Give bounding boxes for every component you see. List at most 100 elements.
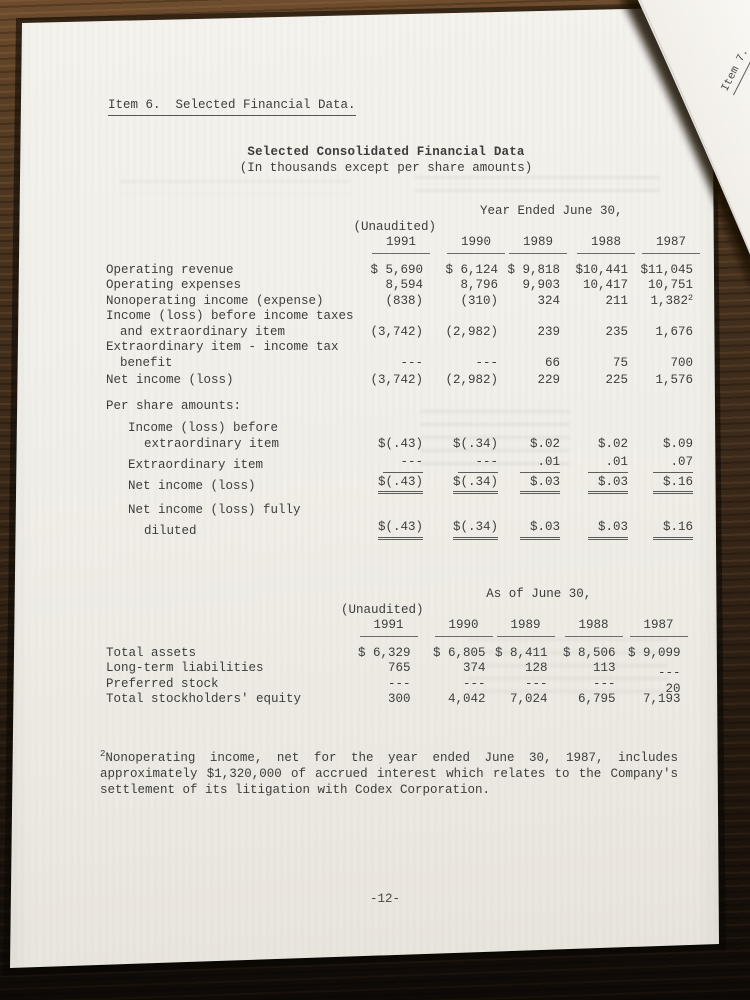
cell-value: $.02 xyxy=(530,436,561,451)
cell-value: --- xyxy=(525,676,548,691)
cell-value: --- xyxy=(658,666,681,680)
table-row: Total assets $ 6,329 $ 6,805 $ 8,411 $ 8… xyxy=(106,646,681,662)
table-row: Operating expenses 8,594 8,796 9,903 10,… xyxy=(106,278,693,294)
curl-edge-highlight xyxy=(639,0,750,255)
cell-value: 6,795 xyxy=(578,692,616,706)
year-header: 1988 xyxy=(577,235,636,254)
unaudited-label: (Unaudited) xyxy=(341,602,424,617)
cell-value: 113 xyxy=(593,661,616,675)
year-header: 1987 xyxy=(629,618,688,637)
cell-value: 7,024 xyxy=(510,692,548,706)
cell-value: --- xyxy=(463,676,486,691)
cell-value: $.09 xyxy=(663,436,694,451)
row-label: Total assets xyxy=(106,645,197,660)
cell-value: $ 6,329 xyxy=(358,645,411,660)
table-subtitle: (In thousands except per share amounts) xyxy=(239,160,533,175)
footnote-ref: 2 xyxy=(687,292,694,303)
cell-value: $ 9,818 xyxy=(507,262,561,277)
cell-value: --- xyxy=(400,355,424,370)
cell-value: .01 xyxy=(520,455,561,473)
row-label: Income (loss) before xyxy=(128,421,279,435)
cell-value: 1,3822 xyxy=(650,292,694,308)
table-row: (Unaudited) xyxy=(106,219,693,235)
page-number: -12- xyxy=(369,892,400,906)
cell-value: $.16 xyxy=(653,475,694,494)
row-label: Preferred stock xyxy=(106,676,219,691)
row-label: Per share amounts: xyxy=(106,398,242,413)
table-row: Operating revenue $ 5,690 $ 6,124 $ 9,81… xyxy=(106,263,693,279)
column-headers-row: 1991 1990 1989 1988 1987 xyxy=(106,235,701,254)
cell-value: $(.34) xyxy=(453,520,499,540)
cell-value: 239 xyxy=(537,324,561,339)
table-row: Net income (loss) fully xyxy=(106,503,693,519)
cell-value: $ 8,411 xyxy=(495,645,548,660)
curl-sheet xyxy=(637,0,750,255)
table-row: Extraordinary item - income tax xyxy=(106,340,693,356)
cell-value: 300 xyxy=(388,692,411,706)
item-heading-text: Item 6. Selected Financial Data. xyxy=(108,98,356,116)
cell-value: --- xyxy=(388,676,411,691)
cell-value: $(.43) xyxy=(378,436,424,451)
curl-line1: Item 7. xyxy=(718,46,750,96)
cell-value: .07 xyxy=(653,455,694,473)
year-header: 1990 xyxy=(447,235,506,254)
cell-value: 8,796 xyxy=(460,278,499,292)
cell-value: $11,045 xyxy=(640,262,694,277)
cell-value: $(.34) xyxy=(453,436,499,451)
cell-value: $ 9,099 xyxy=(628,645,681,660)
table-row: Preferred stock --- --- --- --- 20 xyxy=(106,676,681,696)
cell-value: --- xyxy=(458,455,499,473)
cell-value: .01 xyxy=(588,455,629,473)
table-row: Long-term liabilities 765 374 128 113 --… xyxy=(106,661,681,680)
cell-value: 9,903 xyxy=(522,278,561,292)
cell-value: $.03 xyxy=(520,475,561,494)
period-header: Year Ended June 30, xyxy=(480,203,623,218)
cell-value: 66 xyxy=(545,355,561,370)
row-label: extraordinary item xyxy=(144,436,280,451)
year-header: 1988 xyxy=(564,618,623,637)
year-header: 1989 xyxy=(496,618,555,637)
cell-value: $.03 xyxy=(588,475,629,494)
cell-value: 7,193 xyxy=(643,692,681,706)
cell-value: 1,576 xyxy=(655,373,694,387)
table-row: Nonoperating income (expense) (838) (310… xyxy=(106,292,694,310)
row-label: Net income (loss) fully xyxy=(128,503,301,517)
table-row: benefit --- --- 66 75 700 xyxy=(106,356,693,372)
cell-value: $(.43) xyxy=(378,475,424,494)
cell-value: (310) xyxy=(460,293,499,308)
row-label: Operating revenue xyxy=(106,262,234,277)
cell-value: (2,982) xyxy=(445,373,499,387)
cell-value: (3,742) xyxy=(370,324,424,339)
balance-sheet-table: As of June 30, (Unaudited) 1991 1990 198… xyxy=(106,586,688,708)
cell-value: 225 xyxy=(605,373,629,387)
table-row: and extraordinary item (3,742) (2,982) 2… xyxy=(106,325,693,341)
year-header: 1990 xyxy=(434,618,493,637)
cell-value: $10,441 xyxy=(575,262,629,277)
table-row: Total stockholders' equity 300 4,042 7,0… xyxy=(106,692,681,708)
period-header: As of June 30, xyxy=(486,586,592,601)
row-label: Extraordinary item xyxy=(128,457,264,472)
curled-page-corner xyxy=(622,0,750,283)
cell-value: 374 xyxy=(463,661,486,675)
row-label: Income (loss) before income taxes xyxy=(106,309,354,323)
year-header: 1989 xyxy=(509,235,568,254)
row-label: Nonoperating income (expense) xyxy=(106,293,324,308)
cell-value: $ 8,506 xyxy=(563,645,616,660)
cell-value: --- xyxy=(475,355,499,370)
cell-value: 324 xyxy=(537,293,561,308)
cell-value: 10,751 xyxy=(648,278,694,292)
row-label: Total stockholders' equity xyxy=(106,692,302,706)
row-label: Net income (loss) xyxy=(128,478,256,493)
row-label: and extraordinary item xyxy=(120,324,286,339)
cell-value: (838) xyxy=(385,293,424,308)
cell-value: $.03 xyxy=(588,520,629,540)
unaudited-label: (Unaudited) xyxy=(353,219,437,234)
row-label: Long-term liabilities xyxy=(106,661,264,675)
year-header: 1991 xyxy=(359,618,418,637)
cell-value: $.03 xyxy=(520,520,561,540)
cell-value: $ 6,805 xyxy=(433,645,486,660)
row-label: diluted xyxy=(144,524,197,538)
year-header: 1987 xyxy=(642,235,701,254)
cell-value: $.02 xyxy=(598,436,629,451)
cell-value: 128 xyxy=(525,661,548,675)
